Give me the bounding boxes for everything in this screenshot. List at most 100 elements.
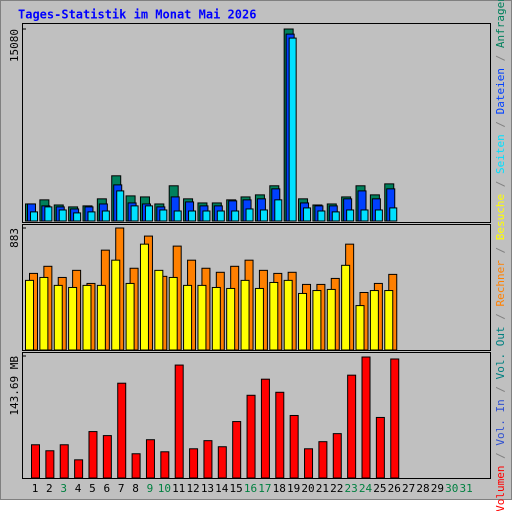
x-tick-label: 29 <box>431 482 444 495</box>
bar <box>289 414 299 479</box>
bar <box>30 211 38 222</box>
bar <box>39 276 49 351</box>
x-tick-label: 6 <box>104 482 111 495</box>
bar <box>232 421 242 479</box>
bar <box>111 259 121 351</box>
bar <box>58 209 67 222</box>
bar <box>145 439 155 479</box>
bar <box>341 264 351 351</box>
bar <box>390 358 400 479</box>
bar <box>217 446 227 479</box>
bar <box>144 205 153 222</box>
x-tick-label: 15 <box>230 482 243 495</box>
bar <box>269 281 279 351</box>
bar <box>87 211 96 222</box>
x-tick-label: 21 <box>316 482 329 495</box>
x-tick-label: 13 <box>201 482 214 495</box>
x-tick-label: 17 <box>258 482 271 495</box>
x-tick-label: 31 <box>459 482 472 495</box>
bar <box>326 288 336 351</box>
panel <box>22 352 491 479</box>
bar <box>389 207 398 222</box>
bar <box>360 209 369 222</box>
x-tick-label: 1 <box>32 482 39 495</box>
bar <box>312 290 322 351</box>
legend-entry: Rechner <box>494 260 507 326</box>
bar <box>116 190 125 222</box>
bar <box>374 209 383 222</box>
bar <box>189 448 199 479</box>
bar <box>173 210 182 222</box>
bar <box>130 205 139 222</box>
bar <box>246 394 256 479</box>
bar <box>45 450 55 479</box>
x-tick-label: 4 <box>75 482 82 495</box>
x-tick-label: 12 <box>186 482 199 495</box>
bar <box>131 453 141 479</box>
x-tick-label: 24 <box>359 482 373 495</box>
x-tick-label: 5 <box>89 482 96 495</box>
bar <box>254 287 264 351</box>
bar <box>125 282 135 351</box>
x-tick-label: 28 <box>416 482 429 495</box>
bar <box>117 382 127 479</box>
x-tick-label: 30 <box>445 482 458 495</box>
y-tick-label: 15080 <box>8 29 21 62</box>
bar <box>44 206 53 222</box>
bar <box>304 448 314 479</box>
bar <box>88 431 98 479</box>
chart-title: Tages-Statistik im Monat Mai 2026 <box>18 8 256 22</box>
bar <box>68 286 78 351</box>
bar <box>101 210 110 222</box>
bar <box>331 211 340 222</box>
bar <box>317 210 326 222</box>
bar <box>245 208 254 222</box>
bar <box>31 444 40 479</box>
bar <box>139 243 149 351</box>
bar <box>384 290 394 351</box>
bar <box>53 284 63 351</box>
legend-items: VolumenVol. InVol. OutRechnerBesucheSeit… <box>494 0 507 511</box>
x-tick-label: 9 <box>147 482 154 495</box>
bar <box>82 284 92 351</box>
bar <box>211 286 221 351</box>
bar <box>298 292 308 351</box>
bar <box>332 433 342 479</box>
bar <box>259 209 268 222</box>
x-tick-label: 22 <box>330 482 343 495</box>
x-tick-label: 26 <box>388 482 401 495</box>
legend-entry: Besuche <box>494 193 507 259</box>
legend-entry: Vol. Out <box>494 326 507 399</box>
bar <box>59 444 69 479</box>
bar <box>202 210 211 222</box>
y-tick-label: 143.69 MB <box>8 356 21 416</box>
chart: Tages-Statistik im Monat Mai 2026 15080 8… <box>0 0 512 500</box>
bar <box>274 199 283 222</box>
bar <box>159 209 168 222</box>
x-tick-label: 25 <box>373 482 386 495</box>
bar <box>346 209 355 222</box>
x-tick-label: 10 <box>158 482 171 495</box>
bar <box>73 212 82 222</box>
bar <box>74 459 84 479</box>
x-tick-label: 27 <box>402 482 415 495</box>
bar <box>216 210 225 222</box>
legend: VolumenVol. InVol. OutRechnerBesucheSeit… <box>492 0 508 511</box>
x-tick-label: 19 <box>287 482 300 495</box>
x-tick-label: 8 <box>132 482 139 495</box>
bar <box>231 210 240 222</box>
panel <box>22 23 491 223</box>
x-tick-label: 11 <box>172 482 185 495</box>
bar <box>303 207 312 222</box>
bar <box>174 364 184 479</box>
y-tick-label: 883 <box>8 228 21 248</box>
bar <box>275 391 285 479</box>
bar <box>375 416 385 479</box>
legend-entry: Seiten <box>494 134 507 194</box>
bar <box>226 287 236 351</box>
bar <box>288 37 297 222</box>
x-tick-label: 14 <box>215 482 229 495</box>
bar <box>347 374 357 479</box>
bar <box>168 276 178 351</box>
